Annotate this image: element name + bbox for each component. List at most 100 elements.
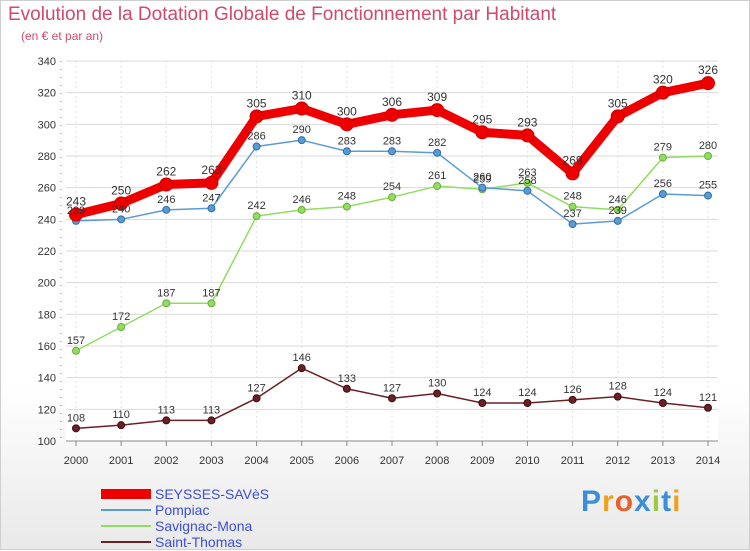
data-label: 240 [112, 203, 130, 215]
data-label: 295 [472, 112, 492, 126]
data-label: 254 [383, 181, 401, 193]
legend: SEYSSES-SAVèS Pompiac Savignac-Mona Sain… [101, 486, 269, 550]
legend-item: Pompiac [101, 502, 269, 518]
data-label: 237 [563, 208, 581, 220]
data-label: 261 [428, 170, 446, 182]
y-tick-label: 220 [38, 246, 56, 258]
data-point [433, 182, 442, 191]
data-label: 124 [473, 387, 491, 399]
data-label: 157 [67, 335, 85, 347]
data-point [523, 186, 532, 195]
data-label: 259 [473, 173, 491, 185]
data-point [117, 323, 126, 331]
data-label: 262 [156, 165, 176, 179]
data-label: 286 [247, 131, 265, 143]
x-tick-label: 2007 [380, 455, 404, 467]
data-label: 239 [609, 205, 627, 217]
data-point [701, 76, 715, 91]
y-tick-label: 180 [38, 309, 56, 321]
data-point [475, 125, 490, 140]
data-label: 108 [67, 412, 85, 424]
chart-title: Evolution de la Dotation Globale de Fonc… [8, 4, 557, 25]
data-point [252, 212, 261, 221]
data-point [388, 394, 396, 403]
data-point [568, 395, 577, 404]
data-label: 243 [66, 195, 86, 209]
x-tick-label: 2001 [109, 455, 133, 467]
data-label: 187 [157, 287, 175, 299]
logo-letter: o [614, 485, 635, 518]
data-point [72, 424, 80, 433]
y-tick-label: 120 [38, 404, 56, 416]
data-label: 248 [563, 191, 581, 203]
data-label: 290 [293, 124, 311, 136]
data-label: 110 [112, 409, 130, 421]
data-label: 283 [383, 135, 401, 147]
y-tick-label: 240 [38, 214, 56, 226]
x-tick-label: 2012 [605, 455, 629, 467]
data-point [433, 389, 442, 398]
x-tick-label: 2006 [335, 455, 359, 467]
data-label: 279 [654, 142, 672, 154]
logo-letter: P [581, 485, 603, 518]
data-point [294, 101, 309, 116]
data-point [162, 205, 171, 214]
data-label: 128 [609, 381, 627, 393]
legend-swatch [101, 541, 151, 543]
data-point [207, 416, 216, 425]
data-point [613, 205, 622, 214]
data-label: 130 [428, 378, 446, 390]
data-label: 263 [518, 167, 536, 179]
data-label: 133 [338, 373, 356, 385]
data-label: 124 [654, 387, 672, 399]
data-label: 246 [609, 194, 627, 206]
data-point [704, 403, 712, 412]
data-label: 113 [203, 404, 221, 416]
data-label: 255 [699, 180, 717, 192]
data-point [339, 117, 354, 132]
data-label: 256 [654, 178, 672, 190]
x-tick-label: 2005 [289, 455, 313, 467]
legend-swatch [101, 525, 151, 527]
data-point [159, 177, 174, 192]
data-point [704, 191, 712, 200]
data-point [249, 109, 264, 124]
logo-letter: i [672, 485, 682, 518]
data-point [478, 399, 487, 407]
data-point [69, 207, 83, 222]
data-point [658, 399, 667, 407]
data-point [252, 142, 261, 151]
data-label: 263 [201, 163, 221, 177]
data-point [433, 148, 442, 157]
data-point [568, 202, 577, 211]
data-point [655, 85, 670, 100]
legend-item: Saint-Thomas [101, 534, 269, 550]
data-point [114, 196, 129, 211]
legend-item: SEYSSES-SAVèS [101, 486, 269, 502]
data-label: 305 [608, 96, 628, 110]
legend-label: Pompiac [155, 502, 210, 518]
legend-label: SEYSSES-SAVèS [155, 486, 270, 502]
data-label: 113 [158, 404, 176, 416]
data-point [297, 136, 306, 145]
data-label: 280 [699, 140, 717, 152]
data-label: 127 [383, 382, 401, 394]
data-label: 282 [428, 137, 446, 149]
logo-letter: r [602, 485, 615, 518]
data-label: 250 [111, 184, 131, 198]
x-tick-label: 2008 [425, 455, 449, 467]
x-tick-label: 2013 [651, 455, 675, 467]
data-point [252, 394, 261, 403]
data-point [162, 416, 171, 425]
y-tick-label: 320 [38, 88, 56, 100]
chart-subtitle: (en € et par an) [21, 29, 104, 43]
data-label: 126 [563, 384, 581, 396]
data-label: 283 [338, 135, 356, 147]
data-point [72, 346, 80, 355]
y-tick-label: 280 [38, 151, 56, 163]
data-point [520, 128, 535, 143]
data-point [704, 152, 712, 160]
x-tick-label: 2014 [696, 455, 720, 467]
